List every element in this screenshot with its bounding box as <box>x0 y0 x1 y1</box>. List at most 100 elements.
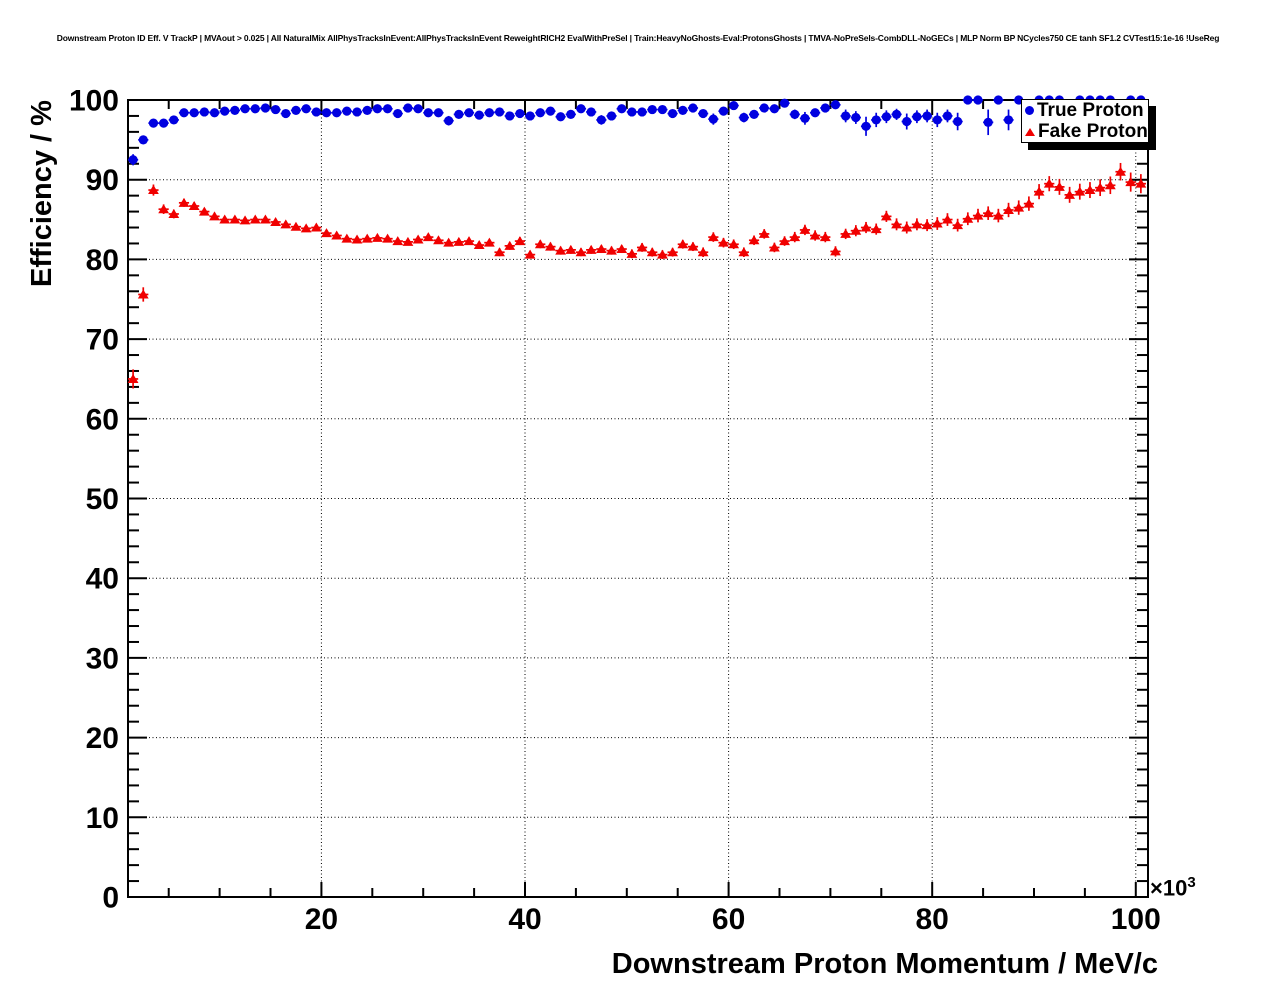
data-point <box>158 204 170 214</box>
data-point <box>983 117 993 127</box>
data-point <box>891 219 902 229</box>
data-point <box>729 100 739 111</box>
data-point <box>514 236 526 246</box>
x-tick-label: 80 <box>916 903 949 936</box>
data-point <box>1074 186 1086 196</box>
data-point <box>718 106 729 116</box>
x-tick-label: 20 <box>305 903 338 936</box>
data-point <box>220 106 230 116</box>
data-point <box>1033 186 1045 196</box>
data-point <box>341 233 353 243</box>
data-point <box>280 219 292 229</box>
y-tick-label: 40 <box>86 563 119 596</box>
data-point <box>627 107 637 117</box>
data-point <box>830 100 841 110</box>
data-point <box>168 208 180 218</box>
data-point <box>769 242 780 252</box>
series-true-proton <box>128 95 1146 166</box>
data-point <box>819 232 831 242</box>
y-tick-label: 30 <box>86 642 119 675</box>
data-point <box>1115 166 1126 176</box>
data-point <box>321 228 332 238</box>
data-point <box>952 220 964 230</box>
data-point <box>647 104 657 115</box>
data-point <box>443 237 455 247</box>
data-point <box>830 246 841 256</box>
data-point <box>556 112 566 122</box>
data-point <box>127 373 139 383</box>
data-point <box>281 108 291 119</box>
data-point <box>789 232 801 242</box>
data-point <box>1043 178 1055 188</box>
y-tick-label: 100 <box>69 85 119 118</box>
data-point <box>738 247 750 257</box>
data-point <box>331 230 343 240</box>
data-point <box>657 249 668 259</box>
data-point <box>902 116 912 127</box>
data-point <box>993 95 1003 105</box>
data-point <box>1064 189 1076 199</box>
data-point <box>657 104 668 115</box>
data-point <box>209 211 220 221</box>
data-point <box>372 104 383 114</box>
data-point <box>586 107 596 117</box>
data-point <box>1125 177 1137 187</box>
data-point <box>668 108 678 119</box>
data-point <box>453 236 465 246</box>
data-point <box>169 115 179 125</box>
data-point <box>810 108 820 118</box>
legend-label-true-proton: True Proton <box>1037 99 1144 121</box>
data-point <box>1104 180 1116 190</box>
data-point <box>403 103 413 113</box>
data-point <box>230 105 240 115</box>
data-point <box>687 241 699 251</box>
data-point <box>555 245 567 255</box>
data-point <box>311 107 321 117</box>
data-point <box>861 121 871 131</box>
data-point <box>382 104 393 114</box>
data-point <box>585 244 597 254</box>
data-point <box>412 234 424 244</box>
data-point <box>148 185 159 195</box>
data-point <box>179 108 189 118</box>
data-point <box>505 111 515 121</box>
data-point <box>739 112 749 123</box>
data-point <box>198 206 210 216</box>
data-point <box>301 104 311 114</box>
data-point <box>860 222 872 232</box>
legend-item-true-proton: True Proton <box>1025 99 1148 121</box>
data-point <box>626 248 638 258</box>
data-point <box>332 108 342 118</box>
data-point <box>697 247 709 257</box>
data-point <box>422 232 434 242</box>
data-point <box>759 103 769 113</box>
true-proton-circle-marker-icon <box>1025 106 1034 115</box>
data-point <box>871 115 881 125</box>
data-point <box>300 223 312 233</box>
data-point <box>535 108 545 118</box>
tick-labels: 20 40 60 80 100 0 10 20 30 40 50 60 70 80 90 100 <box>69 85 1161 937</box>
data-point <box>718 237 729 247</box>
data-point <box>321 108 332 118</box>
data-point <box>290 221 302 231</box>
plot-header-title: Downstream Proton ID Eff. V TrackP | MVA… <box>56 33 1220 43</box>
data-point <box>576 104 586 114</box>
data-point <box>433 108 444 118</box>
data-point <box>524 249 536 259</box>
legend-item-fake-proton: Fake Proton <box>1025 121 1148 142</box>
y-tick-label: 60 <box>86 403 119 436</box>
data-point <box>199 107 209 117</box>
x-tick-label: 100 <box>1111 903 1161 936</box>
data-point <box>148 118 159 128</box>
data-point <box>137 289 149 299</box>
data-point <box>800 113 810 123</box>
data-point <box>372 232 383 242</box>
data-point <box>809 230 821 240</box>
data-point <box>779 236 790 246</box>
data-point <box>209 108 220 118</box>
data-point <box>270 216 282 226</box>
x-tick-label: 60 <box>712 903 745 936</box>
data-point <box>352 107 362 117</box>
data-point <box>708 114 718 124</box>
data-point <box>351 234 363 244</box>
